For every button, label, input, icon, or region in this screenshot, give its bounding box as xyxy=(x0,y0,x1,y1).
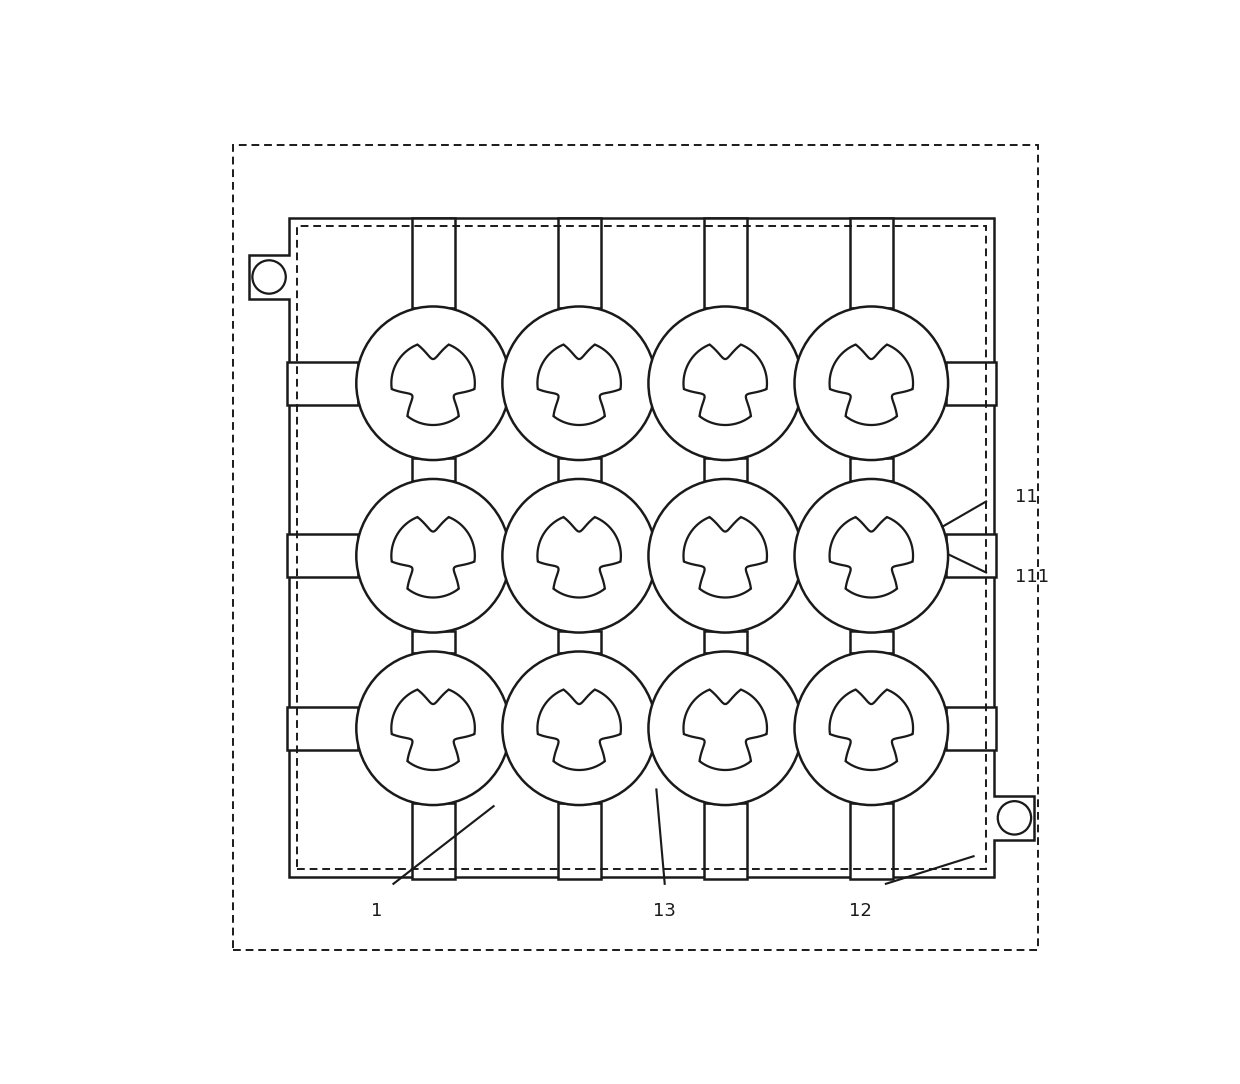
Circle shape xyxy=(649,651,802,805)
Circle shape xyxy=(356,479,510,633)
Bar xyxy=(650,707,655,750)
Circle shape xyxy=(356,651,510,805)
Bar xyxy=(503,362,508,404)
Bar xyxy=(288,707,358,750)
Circle shape xyxy=(502,651,656,805)
Circle shape xyxy=(502,479,656,633)
Bar xyxy=(849,459,893,480)
Circle shape xyxy=(795,651,949,805)
Bar xyxy=(412,459,455,480)
Bar xyxy=(558,459,600,480)
Bar xyxy=(704,459,746,480)
Bar xyxy=(704,631,746,654)
Bar xyxy=(650,362,655,404)
Circle shape xyxy=(795,307,949,460)
Bar xyxy=(704,218,746,308)
Bar xyxy=(298,227,986,868)
Circle shape xyxy=(795,479,949,633)
Text: 111: 111 xyxy=(1016,568,1049,585)
Bar xyxy=(558,218,600,308)
Text: 11: 11 xyxy=(1016,488,1038,506)
Bar xyxy=(796,707,800,750)
Bar xyxy=(704,803,746,879)
Bar xyxy=(946,707,996,750)
Bar xyxy=(796,362,800,404)
Bar xyxy=(849,218,893,308)
Text: 13: 13 xyxy=(653,902,676,920)
Circle shape xyxy=(502,307,656,460)
Bar xyxy=(558,631,600,654)
Circle shape xyxy=(649,307,802,460)
Bar xyxy=(849,631,893,654)
Bar xyxy=(503,707,508,750)
Bar xyxy=(288,362,358,404)
Bar xyxy=(288,534,358,578)
Bar xyxy=(946,534,996,578)
Circle shape xyxy=(998,801,1032,835)
Bar xyxy=(412,631,455,654)
Circle shape xyxy=(649,479,802,633)
Bar xyxy=(412,803,455,879)
Bar xyxy=(558,803,600,879)
Bar xyxy=(849,803,893,879)
Bar xyxy=(796,534,800,578)
Bar xyxy=(412,218,455,308)
Text: 12: 12 xyxy=(849,902,872,920)
Bar xyxy=(946,362,996,404)
Circle shape xyxy=(253,260,285,294)
Text: 1: 1 xyxy=(371,902,382,920)
Bar xyxy=(650,534,655,578)
Polygon shape xyxy=(249,218,1034,877)
Bar xyxy=(503,534,508,578)
Circle shape xyxy=(356,307,510,460)
